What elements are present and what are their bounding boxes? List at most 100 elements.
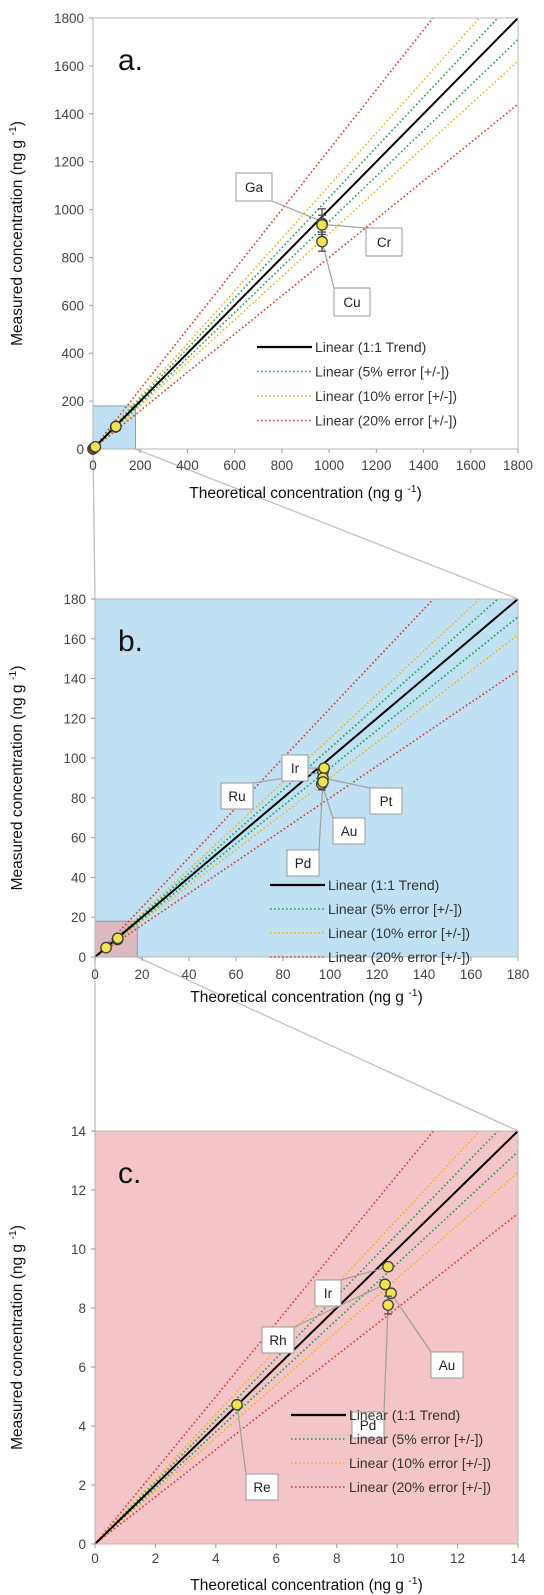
callout-label: Re	[253, 1480, 270, 1495]
y-tick-label: 12	[71, 1183, 86, 1198]
callout-label: Ru	[228, 789, 245, 804]
callout-label: Cu	[343, 295, 360, 310]
y-axis-title: Measured concentration (ng g -1)	[7, 666, 26, 891]
y-tick-label: 6	[78, 1360, 86, 1375]
x-tick-label: 400	[176, 458, 199, 473]
x-tick-label: 2	[152, 1551, 160, 1566]
x-axis-title: Theoretical concentration (ng g -1)	[189, 483, 422, 502]
y-tick-label: 14	[71, 1124, 87, 1139]
y-tick-label: 1600	[54, 59, 84, 74]
chart-panel-2: 0 20 40 60 80 100 120 140 160 180 0 20 40 60 80 100 120 1…	[7, 510, 529, 1007]
data-point	[113, 933, 123, 943]
x-tick-label: 200	[129, 458, 152, 473]
x-tick-label: 12	[450, 1551, 465, 1566]
legend-label: Linear (20% error [+/-])	[315, 413, 457, 429]
callout-label: Cr	[377, 235, 392, 250]
panel-letter: a.	[118, 44, 143, 77]
y-tick-label: 400	[61, 346, 84, 361]
callout-label: Rh	[269, 1333, 286, 1348]
chart-panel-1: 0 200 400 600 800 1000 1200 1400 1600 1800 0 200 400…	[7, 0, 533, 502]
data-point	[319, 763, 329, 773]
callout-label: Ir	[291, 761, 300, 776]
legend-label: Linear (1:1 Trend)	[328, 877, 439, 893]
x-tick-label: 40	[181, 967, 196, 982]
y-tick-label: 2	[78, 1478, 86, 1493]
x-tick-label: 0	[91, 1551, 99, 1566]
callout-label: Au	[439, 1358, 456, 1373]
y-tick-label: 60	[71, 831, 86, 846]
data-point	[318, 777, 328, 787]
data-point	[383, 1262, 393, 1272]
x-tick-label: 8	[333, 1551, 341, 1566]
y-tick-label: 1000	[54, 203, 84, 218]
y-axis-title: Measured concentration (ng g -1)	[7, 1225, 26, 1450]
legend-label: Linear (1:1 Trend)	[349, 1407, 460, 1423]
callout-label: Au	[341, 824, 358, 839]
x-tick-label: 800	[271, 458, 294, 473]
y-tick-label: 40	[71, 870, 86, 885]
legend-label: Linear (20% error [+/-])	[349, 1479, 491, 1495]
legend-label: Linear (1:1 Trend)	[315, 339, 426, 355]
x-tick-label: 100	[319, 967, 342, 982]
x-tick-label: 10	[390, 1551, 405, 1566]
callout-label: Pd	[295, 856, 312, 871]
y-tick-label: 120	[63, 711, 86, 726]
panel-letter: c.	[118, 1157, 141, 1190]
chart-panel-3: 0 2 4 6 8 10 12 14 0 2 4 6 8 10 12 14 Theoretical concen…	[7, 1028, 526, 1594]
y-tick-label: 800	[61, 250, 84, 265]
data-point	[90, 442, 100, 452]
x-tick-label: 1400	[409, 458, 439, 473]
callout-label: Ga	[245, 180, 264, 195]
legend-label: Linear (10% error [+/-])	[328, 925, 470, 941]
zoom-connector-right	[137, 957, 518, 1131]
x-tick-label: 1000	[314, 458, 344, 473]
panel-letter: b.	[118, 625, 143, 658]
x-tick-label: 1600	[456, 458, 486, 473]
y-tick-label: 600	[61, 298, 84, 313]
callout-label: Pt	[380, 794, 393, 809]
x-tick-label: 180	[507, 967, 530, 982]
data-point	[111, 421, 121, 431]
x-tick-label: 120	[366, 967, 389, 982]
data-point	[317, 220, 327, 230]
legend-label: Linear (5% error [+/-])	[328, 901, 462, 917]
x-tick-label: 6	[273, 1551, 281, 1566]
x-tick-label: 160	[460, 967, 483, 982]
x-tick-label: 600	[223, 458, 246, 473]
data-point	[101, 942, 111, 952]
y-tick-label: 160	[63, 632, 86, 647]
legend-label: Linear (5% error [+/-])	[315, 364, 449, 380]
data-point	[383, 1300, 393, 1310]
y-tick-label: 200	[61, 394, 84, 409]
x-tick-label: 4	[212, 1551, 220, 1566]
y-tick-label: 180	[63, 592, 86, 607]
y-tick-label: 10	[71, 1242, 86, 1257]
y-tick-label: 0	[76, 442, 84, 457]
y-tick-label: 8	[78, 1301, 86, 1316]
x-tick-label: 20	[134, 967, 149, 982]
x-tick-label: 1800	[503, 458, 533, 473]
y-tick-label: 20	[71, 910, 86, 925]
y-tick-label: 0	[78, 950, 86, 965]
y-tick-label: 100	[63, 751, 86, 766]
y-tick-label: 80	[71, 791, 86, 806]
legend-label: Linear (10% error [+/-])	[315, 388, 457, 404]
data-point	[232, 1400, 242, 1410]
y-tick-label: 1800	[54, 11, 84, 26]
y-axis-title: Measured concentration (ng g -1)	[7, 121, 26, 346]
y-tick-label: 4	[78, 1419, 86, 1434]
y-tick-label: 0	[78, 1537, 86, 1552]
legend-label: Linear (5% error [+/-])	[349, 1431, 483, 1447]
x-axis-title: Theoretical concentration (ng g -1)	[190, 1575, 423, 1594]
legend-label: Linear (20% error [+/-])	[328, 949, 470, 965]
data-point	[317, 236, 327, 246]
x-tick-label: 0	[91, 967, 99, 982]
x-tick-label: 140	[413, 967, 436, 982]
x-tick-label: 0	[89, 458, 97, 473]
callout-label: Ir	[324, 1286, 333, 1301]
x-tick-label: 1200	[361, 458, 391, 473]
x-axis-title: Theoretical concentration (ng g -1)	[190, 987, 423, 1006]
x-tick-label: 60	[228, 967, 243, 982]
x-tick-label: 80	[275, 967, 290, 982]
